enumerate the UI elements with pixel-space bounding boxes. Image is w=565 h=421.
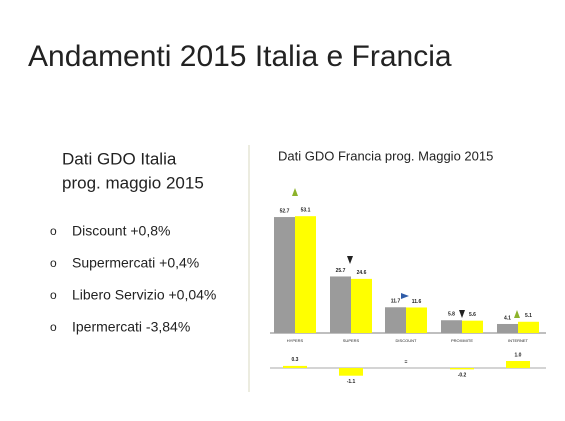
x-tick-label: DISCOUNT — [396, 338, 417, 343]
difference-label: -1.1 — [347, 379, 356, 385]
value-label: 5.1 — [525, 313, 532, 319]
bar — [518, 321, 539, 333]
difference-bar — [283, 365, 307, 368]
value-label: 53.1 — [301, 208, 311, 214]
difference-label: = — [405, 359, 408, 365]
value-label: 11.6 — [412, 299, 422, 305]
difference-bar — [339, 368, 363, 376]
x-tick-label: SUPERS — [343, 338, 360, 343]
difference-label: 1.0 — [515, 352, 522, 358]
bar — [274, 217, 295, 333]
bar — [295, 216, 316, 333]
slide-title: Andamenti 2015 Italia e Francia — [28, 40, 452, 73]
difference-bar — [450, 368, 474, 370]
bar — [351, 278, 372, 333]
x-tick-label: HYPERS — [287, 338, 304, 343]
bullet-text: Discount +0,8% — [72, 223, 170, 239]
bar — [406, 307, 427, 333]
bullet-text: Libero Servizio +0,04% — [72, 287, 216, 303]
difference-label: -0.2 — [458, 373, 467, 379]
bar — [330, 276, 351, 333]
value-label: 5.8 — [448, 312, 455, 318]
bar — [462, 320, 483, 333]
x-tick-label: INTERNET — [508, 338, 529, 343]
value-label: 24.6 — [357, 270, 367, 276]
bullet-marker: o — [50, 256, 57, 270]
bullet-marker: o — [50, 320, 57, 334]
value-label: 5.6 — [469, 312, 476, 318]
trend-arrow — [459, 310, 465, 318]
value-label: 25.7 — [336, 268, 346, 274]
panel-heading: Dati GDO Italia — [62, 149, 177, 168]
bar — [385, 307, 406, 333]
chart-title: Dati GDO Francia prog. Maggio 2015 — [278, 148, 493, 163]
difference-label: 0.3 — [292, 357, 299, 363]
bar — [497, 323, 518, 333]
bullet-marker: o — [50, 224, 57, 238]
panel-heading: prog. maggio 2015 — [62, 173, 204, 192]
value-label: 4.1 — [504, 315, 511, 321]
trend-arrow — [514, 310, 520, 318]
bullet-text: Supermercati +0,4% — [72, 255, 199, 271]
value-label: 52.7 — [280, 208, 290, 214]
bullet-text: Ipermercati -3,84% — [72, 319, 190, 335]
bullet-marker: o — [50, 288, 57, 302]
trend-arrow — [292, 188, 298, 196]
difference-bar — [506, 361, 530, 368]
x-tick-label: PROXIMITE — [451, 338, 473, 343]
value-label: 11.7 — [391, 299, 401, 305]
trend-arrow — [347, 256, 353, 264]
bar — [441, 320, 462, 333]
trend-arrow — [401, 293, 409, 299]
